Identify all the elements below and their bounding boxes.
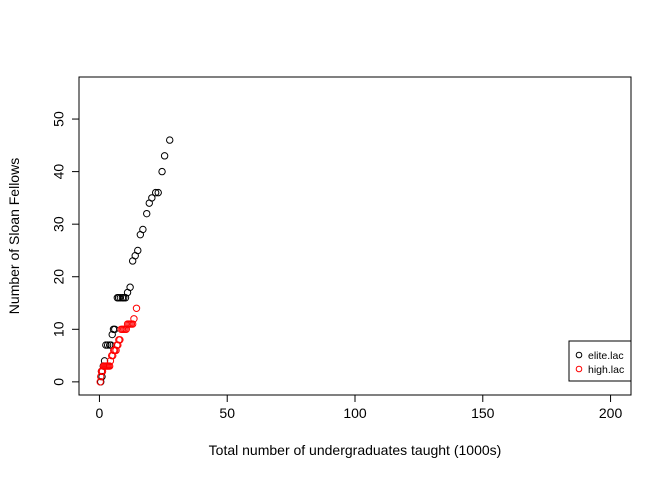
data-point-elite-lac	[143, 209, 151, 218]
plot-frame	[78, 76, 632, 396]
legend-label-elite: elite.lac	[588, 350, 624, 362]
y-tick-label: 0	[51, 378, 67, 386]
data-points	[96, 136, 174, 386]
data-point-elite-lac	[103, 341, 112, 349]
data-point-elite-lac	[134, 246, 142, 255]
data-point-high-lac	[96, 378, 104, 386]
data-point-high-lac	[112, 346, 120, 355]
y-tick-label: 50	[51, 111, 67, 127]
legend-marker-high	[575, 365, 583, 373]
legend: elite.lac high.lac	[568, 340, 632, 382]
data-point-elite-lac	[154, 188, 162, 197]
data-point-high-lac	[116, 336, 124, 344]
x-tick-label: 100	[343, 405, 367, 421]
y-tick-label: 10	[51, 321, 67, 337]
data-point-elite-lac	[166, 136, 174, 144]
y-tick-label: 40	[51, 164, 67, 180]
x-tick-label: 150	[471, 405, 495, 421]
data-point-elite-lac	[116, 294, 125, 302]
data-point-high-lac	[105, 362, 114, 370]
y-axis: 0 10 20 30 40 50	[51, 111, 80, 386]
data-point-high-lac	[132, 304, 141, 312]
legend-label-high: high.lac	[588, 364, 624, 376]
data-point-elite-lac	[148, 194, 156, 202]
y-axis-title: Number of Sloan Fellows	[6, 158, 22, 314]
data-point-elite-lac	[158, 167, 166, 176]
x-tick-label: 200	[599, 405, 623, 421]
data-point-elite-lac	[160, 152, 169, 160]
legend-marker-elite	[575, 351, 583, 359]
x-tick-label: 50	[219, 405, 235, 421]
data-point-elite-lac	[151, 188, 160, 197]
data-point-elite-lac	[139, 225, 147, 234]
data-point-high-lac	[130, 315, 138, 323]
data-point-high-lac	[128, 320, 137, 328]
x-tick-label: 0	[96, 405, 104, 421]
y-tick-label: 30	[51, 216, 67, 232]
data-point-high-lac	[97, 372, 105, 381]
x-axis: 0 50 100 150 200	[96, 394, 623, 421]
data-point-elite-lac	[126, 283, 134, 291]
y-tick-label: 20	[51, 269, 67, 285]
x-axis-title: Total number of undergraduates taught (1…	[209, 442, 502, 458]
legend-box	[568, 340, 632, 382]
